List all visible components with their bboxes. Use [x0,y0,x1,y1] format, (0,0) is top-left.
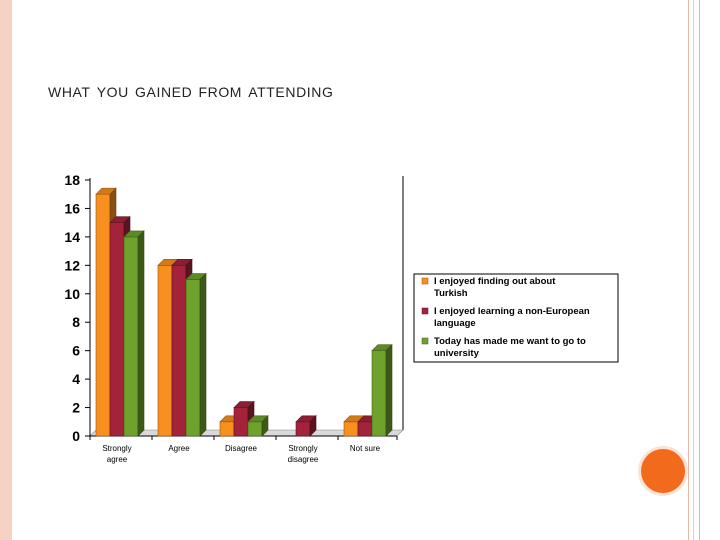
slide-left-border [0,0,12,540]
bar-side [261,415,269,437]
y-tick-label: 6 [72,343,80,359]
bar-side [199,272,207,437]
bar-front [247,421,263,437]
bar-side [385,343,393,437]
y-tick-label: 10 [64,286,80,302]
x-category-label: Agree [168,444,190,453]
decorative-orange-circle [641,449,685,493]
chart-bars [95,187,393,437]
bar [295,415,317,437]
legend-label: language [434,318,476,329]
bar-front [357,421,373,437]
bar-front [123,236,139,437]
y-tick-label: 18 [64,172,80,188]
bar-front [157,265,173,437]
y-tick-label: 12 [64,257,80,273]
legend-swatch [421,337,429,345]
x-category-label: agree [107,455,128,464]
y-tick-label: 4 [72,371,80,387]
bar-side [137,230,145,437]
chart-category-labels: Strongly agree Agree Disagree Strongly disagr… [102,444,380,464]
legend-swatch [421,277,429,285]
bar [371,343,393,437]
bar-front [171,265,187,437]
legend-label: Turkish [434,288,468,299]
y-tick-label: 2 [72,400,80,416]
x-category-label: Strongly [288,444,317,453]
slide-title-text: WHAT YOU GAINED FROM ATTENDING [48,80,334,102]
y-tick-label: 0 [72,428,80,444]
legend-label: I enjoyed learning a non-European [434,306,590,317]
bar-front [185,279,201,437]
x-category-label: Disagree [225,444,258,453]
bar-front [371,350,387,437]
bar-front [343,421,359,437]
legend-label: university [434,348,480,359]
slide-right-line [693,0,694,540]
slide-right-border [688,0,700,540]
bar [123,230,145,437]
y-tick-label: 14 [64,229,80,245]
bar [247,415,269,437]
legend-label: Today has made me want to go to [434,336,586,347]
legend-box [413,273,619,363]
slide-title: WHAT YOU GAINED FROM ATTENDING [48,80,333,103]
bar-front [95,193,111,437]
bar-front [109,222,125,437]
bar-side [309,415,317,437]
x-category-label: Not sure [350,444,381,453]
x-category-label: Strongly [102,444,131,453]
bar [185,272,207,437]
legend-label: I enjoyed finding out about [434,276,556,287]
legend-swatch [421,307,429,315]
bar-front [219,421,235,437]
x-category-label: disagree [288,455,319,464]
y-tick-label: 8 [72,314,80,330]
bar-front [295,421,311,437]
y-tick-label: 16 [64,200,80,216]
bar-front [233,407,249,437]
